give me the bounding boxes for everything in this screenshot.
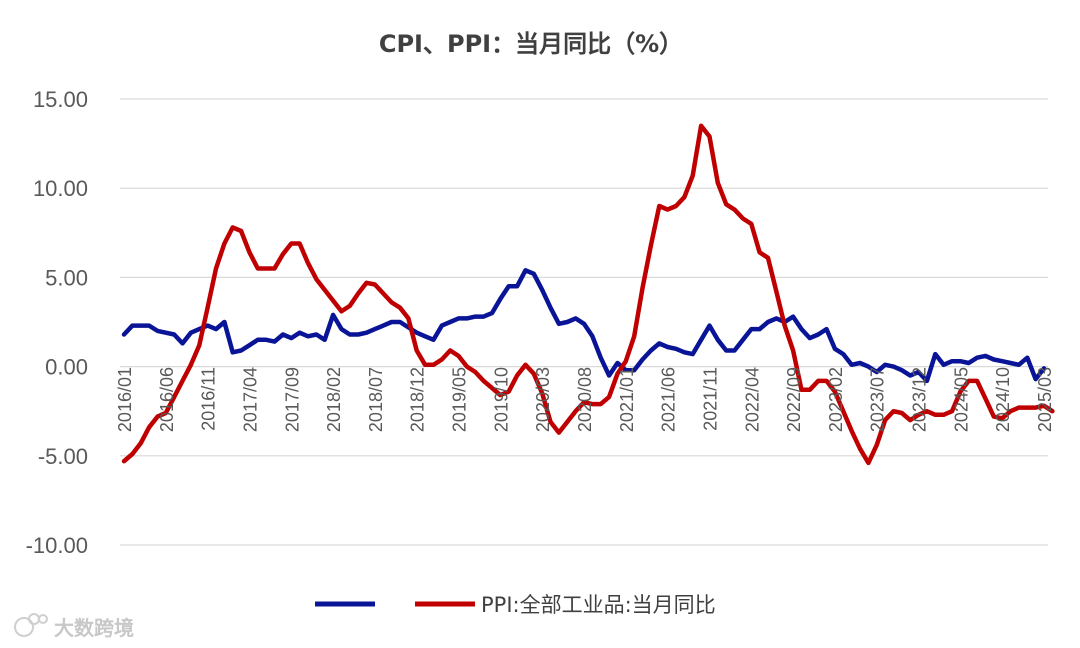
x-tick-label: 2022/09 <box>784 367 804 432</box>
x-tick-label: 2018/07 <box>366 367 386 432</box>
x-tick-label: 2020/03 <box>533 367 553 432</box>
x-tick-label: 2023/12 <box>910 367 930 432</box>
legend-label-1: PPI:全部工业品:当月同比 <box>481 593 716 617</box>
gridlines <box>120 98 1048 546</box>
watermark-text: 大数跨境 <box>54 616 134 640</box>
x-tick-label: 2023/02 <box>826 367 846 432</box>
legend: PPI:全部工业品:当月同比 <box>315 593 716 617</box>
x-tick-label: 2021/06 <box>659 367 679 432</box>
watermark-logo-icon <box>14 613 48 637</box>
x-tick-label: 2017/04 <box>240 367 260 432</box>
y-tick-label: -10.00 <box>26 533 88 558</box>
chart-title: CPI、PPI：当月同比（%） <box>379 30 683 58</box>
x-tick-label: 2023/07 <box>868 367 888 432</box>
y-tick-label: 15.00 <box>33 87 88 112</box>
x-tick-label: 2024/10 <box>993 367 1013 432</box>
y-tick-label: 0.00 <box>45 355 88 380</box>
y-tick-label: 5.00 <box>45 265 88 290</box>
x-tick-label: 2016/01 <box>115 367 135 432</box>
x-tick-label: 2021/11 <box>700 367 720 431</box>
x-tick-label: 2020/08 <box>575 367 595 432</box>
x-tick-label: 2017/09 <box>282 367 302 432</box>
y-axis-ticks: 15.00 10.00 5.00 0.00 -5.00 -10.00 <box>26 87 88 558</box>
x-tick-label: 2021/01 <box>617 367 637 432</box>
series-lines <box>121 123 1055 466</box>
x-tick-label: 2019/10 <box>491 367 511 432</box>
x-tick-label: 2016/11 <box>199 367 219 431</box>
x-tick-label: 2016/06 <box>157 367 177 432</box>
series-line-1 <box>121 123 1055 466</box>
x-tick-label: 2025/03 <box>1035 367 1055 432</box>
y-tick-label: -5.00 <box>38 444 88 469</box>
x-tick-label: 2019/05 <box>450 367 470 432</box>
x-tick-label: 2018/02 <box>324 367 344 432</box>
y-tick-label: 10.00 <box>33 176 88 201</box>
x-tick-label: 2018/12 <box>408 367 428 432</box>
x-tick-label: 2024/05 <box>951 367 971 432</box>
x-tick-label: 2022/04 <box>742 367 762 432</box>
series-line-0 <box>121 268 1047 384</box>
x-axis-ticks: 2016/01 2016/06 2016/11 2017/04 2017/09 2018/… <box>115 367 1055 432</box>
watermark: 大数跨境 <box>14 613 134 640</box>
